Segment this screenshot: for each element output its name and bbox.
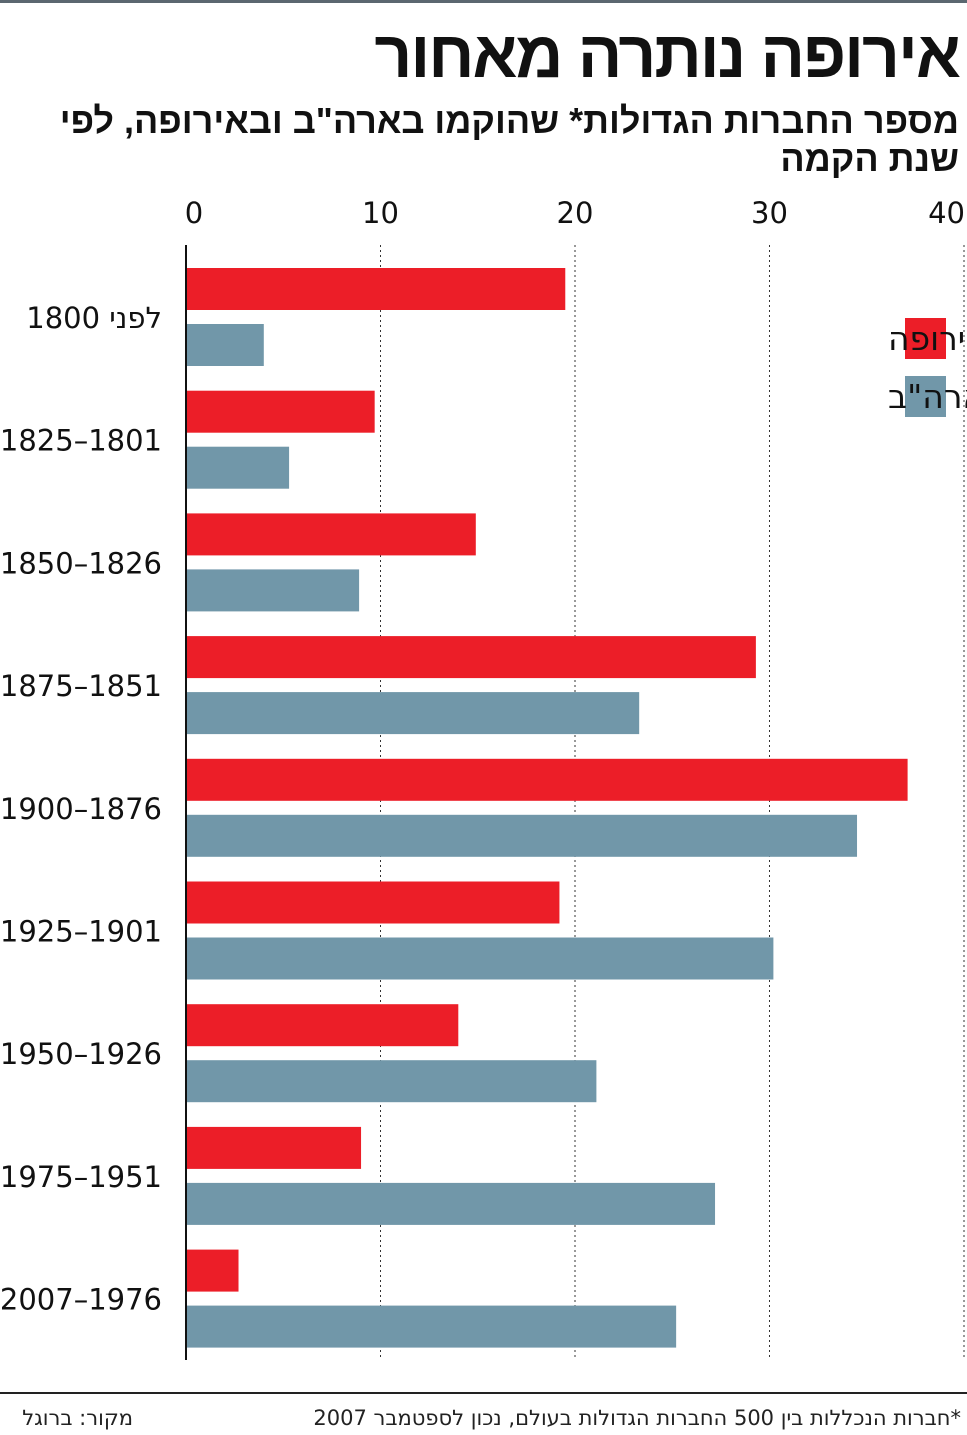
bar-europe [186,1126,362,1169]
legend-label-europe: אירופה [888,319,967,358]
bar-usa [186,324,264,366]
category-label: לפני 1800 [26,301,162,335]
x-tick-label: 30 [751,196,788,230]
x-tick-label: 20 [557,196,594,230]
category-label: 1950–1926 [0,1037,162,1071]
x-tick-label: 0 [185,196,203,230]
bar-usa [186,692,640,735]
bar-europe [186,390,375,433]
footnote: *חברות הנכללות בין 500 החברות הגדולות בע… [313,1406,961,1430]
bar-europe [186,636,756,679]
bar-usa [186,937,774,980]
category-label: 1825–1801 [0,424,162,458]
x-tick-label: 10 [362,196,399,230]
category-label: 1850–1826 [0,546,162,580]
category-label: 1900–1876 [0,792,162,826]
legend-label-usa: ארה"ב [888,377,967,416]
bar-usa [186,569,360,612]
category-label: 1975–1951 [0,1160,162,1194]
category-label: 1875–1851 [0,669,162,703]
legend-swatch-usa [905,376,946,417]
category-label: 2007–1976 [0,1283,162,1317]
bar-europe [186,758,908,801]
bar-europe [186,1004,459,1047]
bar-usa [186,1182,716,1225]
bar-usa [186,814,858,857]
top-rule [0,0,967,3]
bar-usa [186,446,290,489]
category-label: 1925–1901 [0,915,162,949]
x-tick-label: 40 [928,196,965,230]
bar-europe [186,1249,239,1292]
bar-europe [186,881,560,924]
bar-usa [186,1305,677,1348]
source-note: מקור: ברוגל [22,1406,133,1430]
bar-europe [186,513,476,556]
bar-usa [186,1060,597,1103]
bar-europe [186,268,566,310]
chart-subtitle: מספר החברות הגדולות* שהוקמו בארה"ב ובאיר… [59,100,959,179]
bottom-rule [0,1392,967,1394]
bar-chart: 0 10 20 30 40 לפני 1800 1825–1801 1850–1826 1875… [0,196,967,1360]
chart-title: אירופה נותרה מאחור [374,17,961,91]
legend-swatch-europe [905,318,946,359]
